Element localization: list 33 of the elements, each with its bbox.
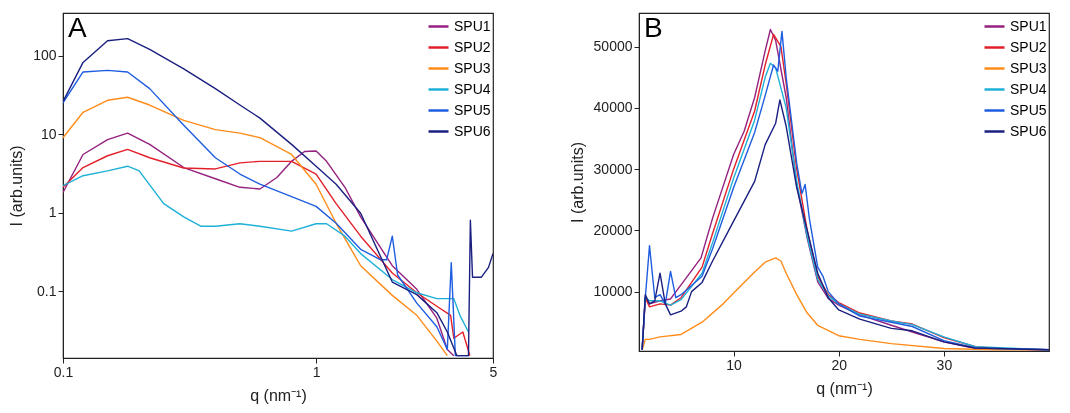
x-tick-label: 10	[726, 356, 743, 373]
legend-label: SPU6	[1010, 122, 1047, 139]
annotation: B	[644, 12, 663, 43]
y-tick-label: 1	[48, 204, 57, 221]
legend-label: SPU3	[454, 59, 491, 76]
y-tick-label: 0.1	[37, 282, 57, 299]
y-tick-label: 40000	[593, 99, 633, 116]
y-tick-label: 10	[40, 125, 57, 142]
legend-label: SPU2	[454, 38, 491, 55]
x-tick-label: 20	[831, 356, 848, 373]
legend-label: SPU1	[1010, 17, 1047, 34]
legend-label: SPU5	[1010, 101, 1047, 118]
y-tick-label: 10000	[593, 283, 633, 300]
x-tick-label: 5	[489, 363, 498, 380]
legend-label: SPU3	[1010, 59, 1047, 76]
legend-label: SPU6	[454, 122, 491, 139]
legend-label: SPU2	[1010, 38, 1047, 55]
legend-label: SPU1	[454, 17, 491, 34]
y-axis-title: I (arb.units)	[568, 142, 586, 223]
y-axis-title: I (arb.units)	[8, 145, 26, 227]
x-axis-title: q (nm⁻¹)	[250, 386, 307, 404]
y-tick-label: 50000	[593, 38, 633, 55]
x-tick-label: 30	[936, 356, 953, 373]
annotation: A	[68, 12, 87, 43]
legend-label: SPU5	[454, 101, 491, 118]
y-tick-label: 100	[33, 47, 57, 64]
x-tick-label: 0.1	[53, 363, 74, 380]
y-tick-label: 30000	[593, 160, 633, 177]
x-tick-label: 1	[312, 363, 321, 380]
legend-label: SPU4	[454, 80, 491, 97]
legend-label: SPU4	[1010, 80, 1047, 97]
y-tick-label: 20000	[593, 221, 633, 238]
x-axis-title: q (nm⁻¹)	[816, 379, 873, 397]
